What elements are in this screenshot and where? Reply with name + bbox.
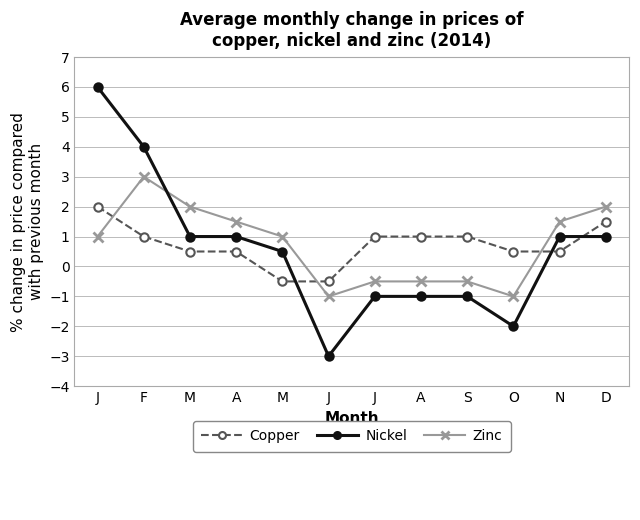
Legend: Copper, Nickel, Zinc: Copper, Nickel, Zinc	[193, 421, 511, 451]
X-axis label: Month: Month	[324, 411, 379, 425]
Title: Average monthly change in prices of
copper, nickel and zinc (2014): Average monthly change in prices of copp…	[180, 11, 524, 50]
Y-axis label: % change in price compared
with previous month: % change in price compared with previous…	[11, 112, 44, 332]
